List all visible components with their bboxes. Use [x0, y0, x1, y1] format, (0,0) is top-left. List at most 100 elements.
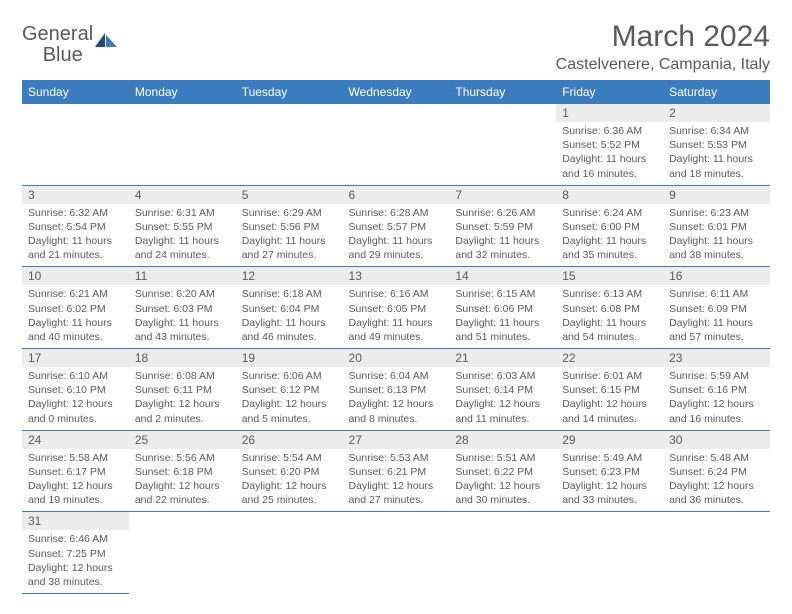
day-number: 1	[556, 104, 663, 122]
day-content: Sunrise: 6:04 AMSunset: 6:13 PMDaylight:…	[343, 367, 450, 430]
month-title: March 2024	[556, 20, 770, 54]
day-content: Sunrise: 6:01 AMSunset: 6:15 PMDaylight:…	[556, 367, 663, 430]
calendar-cell	[663, 512, 770, 594]
day-content: Sunrise: 6:46 AMSunset: 7:25 PMDaylight:…	[22, 530, 129, 593]
calendar-cell: 26Sunrise: 5:54 AMSunset: 6:20 PMDayligh…	[236, 430, 343, 512]
calendar-cell: 24Sunrise: 5:58 AMSunset: 6:17 PMDayligh…	[22, 430, 129, 512]
calendar-cell: 6Sunrise: 6:28 AMSunset: 5:57 PMDaylight…	[343, 185, 450, 267]
day-number: 9	[663, 186, 770, 204]
weekday-header: Thursday	[449, 80, 556, 104]
calendar-cell	[129, 104, 236, 185]
calendar-row: 1Sunrise: 6:36 AMSunset: 5:52 PMDaylight…	[22, 104, 770, 185]
day-content: Sunrise: 6:10 AMSunset: 6:10 PMDaylight:…	[22, 367, 129, 430]
day-content: Sunrise: 6:03 AMSunset: 6:14 PMDaylight:…	[449, 367, 556, 430]
calendar-cell: 21Sunrise: 6:03 AMSunset: 6:14 PMDayligh…	[449, 349, 556, 431]
day-number: 31	[22, 512, 129, 530]
calendar-cell: 14Sunrise: 6:15 AMSunset: 6:06 PMDayligh…	[449, 267, 556, 349]
day-content: Sunrise: 6:08 AMSunset: 6:11 PMDaylight:…	[129, 367, 236, 430]
calendar-cell: 10Sunrise: 6:21 AMSunset: 6:02 PMDayligh…	[22, 267, 129, 349]
calendar-cell: 27Sunrise: 5:53 AMSunset: 6:21 PMDayligh…	[343, 430, 450, 512]
calendar-cell	[236, 512, 343, 594]
day-content: Sunrise: 6:29 AMSunset: 5:56 PMDaylight:…	[236, 204, 343, 267]
day-number: 25	[129, 431, 236, 449]
calendar-cell: 9Sunrise: 6:23 AMSunset: 6:01 PMDaylight…	[663, 185, 770, 267]
calendar-cell	[556, 512, 663, 594]
header: General XXBlue March 2024 Castelvenere, …	[22, 20, 770, 74]
weekday-header: Wednesday	[343, 80, 450, 104]
weekday-header: Sunday	[22, 80, 129, 104]
day-number: 23	[663, 349, 770, 367]
weekday-header: Monday	[129, 80, 236, 104]
day-number: 13	[343, 267, 450, 285]
calendar-cell: 30Sunrise: 5:48 AMSunset: 6:24 PMDayligh…	[663, 430, 770, 512]
day-number: 28	[449, 431, 556, 449]
day-content: Sunrise: 6:15 AMSunset: 6:06 PMDaylight:…	[449, 285, 556, 348]
calendar-cell: 7Sunrise: 6:26 AMSunset: 5:59 PMDaylight…	[449, 185, 556, 267]
day-content: Sunrise: 6:34 AMSunset: 5:53 PMDaylight:…	[663, 122, 770, 185]
day-content: Sunrise: 5:59 AMSunset: 6:16 PMDaylight:…	[663, 367, 770, 430]
brand-name-1: General	[22, 23, 93, 45]
calendar-cell: 8Sunrise: 6:24 AMSunset: 6:00 PMDaylight…	[556, 185, 663, 267]
calendar-cell: 3Sunrise: 6:32 AMSunset: 5:54 PMDaylight…	[22, 185, 129, 267]
day-content: Sunrise: 6:11 AMSunset: 6:09 PMDaylight:…	[663, 285, 770, 348]
weekday-header: Saturday	[663, 80, 770, 104]
day-content: Sunrise: 6:06 AMSunset: 6:12 PMDaylight:…	[236, 367, 343, 430]
day-content: Sunrise: 5:48 AMSunset: 6:24 PMDaylight:…	[663, 449, 770, 512]
calendar-cell: 20Sunrise: 6:04 AMSunset: 6:13 PMDayligh…	[343, 349, 450, 431]
day-content: Sunrise: 6:28 AMSunset: 5:57 PMDaylight:…	[343, 204, 450, 267]
calendar-table: Sunday Monday Tuesday Wednesday Thursday…	[22, 80, 770, 594]
day-number: 19	[236, 349, 343, 367]
weekday-header: Tuesday	[236, 80, 343, 104]
day-number: 14	[449, 267, 556, 285]
day-content: Sunrise: 6:32 AMSunset: 5:54 PMDaylight:…	[22, 204, 129, 267]
day-number: 21	[449, 349, 556, 367]
day-number: 29	[556, 431, 663, 449]
calendar-cell: 5Sunrise: 6:29 AMSunset: 5:56 PMDaylight…	[236, 185, 343, 267]
calendar-cell: 15Sunrise: 6:13 AMSunset: 6:08 PMDayligh…	[556, 267, 663, 349]
calendar-cell: 19Sunrise: 6:06 AMSunset: 6:12 PMDayligh…	[236, 349, 343, 431]
day-number: 10	[22, 267, 129, 285]
day-number: 22	[556, 349, 663, 367]
title-block: March 2024 Castelvenere, Campania, Italy	[556, 20, 770, 74]
day-content: Sunrise: 6:18 AMSunset: 6:04 PMDaylight:…	[236, 285, 343, 348]
day-content: Sunrise: 6:24 AMSunset: 6:00 PMDaylight:…	[556, 204, 663, 267]
day-content: Sunrise: 6:36 AMSunset: 5:52 PMDaylight:…	[556, 122, 663, 185]
day-number: 8	[556, 186, 663, 204]
calendar-cell: 29Sunrise: 5:49 AMSunset: 6:23 PMDayligh…	[556, 430, 663, 512]
day-content: Sunrise: 6:26 AMSunset: 5:59 PMDaylight:…	[449, 204, 556, 267]
calendar-cell	[449, 512, 556, 594]
day-content: Sunrise: 6:23 AMSunset: 6:01 PMDaylight:…	[663, 204, 770, 267]
day-number: 4	[129, 186, 236, 204]
calendar-cell: 13Sunrise: 6:16 AMSunset: 6:05 PMDayligh…	[343, 267, 450, 349]
day-content: Sunrise: 5:51 AMSunset: 6:22 PMDaylight:…	[449, 449, 556, 512]
day-number: 12	[236, 267, 343, 285]
day-number: 3	[22, 186, 129, 204]
calendar-cell: 28Sunrise: 5:51 AMSunset: 6:22 PMDayligh…	[449, 430, 556, 512]
day-content: Sunrise: 6:16 AMSunset: 6:05 PMDaylight:…	[343, 285, 450, 348]
calendar-cell: 16Sunrise: 6:11 AMSunset: 6:09 PMDayligh…	[663, 267, 770, 349]
day-number: 2	[663, 104, 770, 122]
location: Castelvenere, Campania, Italy	[556, 56, 770, 74]
calendar-cell: 31Sunrise: 6:46 AMSunset: 7:25 PMDayligh…	[22, 512, 129, 594]
day-number: 17	[22, 349, 129, 367]
day-content: Sunrise: 6:21 AMSunset: 6:02 PMDaylight:…	[22, 285, 129, 348]
day-number: 30	[663, 431, 770, 449]
day-number: 6	[343, 186, 450, 204]
calendar-cell: 25Sunrise: 5:56 AMSunset: 6:18 PMDayligh…	[129, 430, 236, 512]
calendar-row: 10Sunrise: 6:21 AMSunset: 6:02 PMDayligh…	[22, 267, 770, 349]
day-number: 7	[449, 186, 556, 204]
day-content: Sunrise: 6:20 AMSunset: 6:03 PMDaylight:…	[129, 285, 236, 348]
day-content: Sunrise: 5:53 AMSunset: 6:21 PMDaylight:…	[343, 449, 450, 512]
brand-name-2: Blue	[43, 44, 83, 66]
calendar-cell	[22, 104, 129, 185]
calendar-row: 24Sunrise: 5:58 AMSunset: 6:17 PMDayligh…	[22, 430, 770, 512]
day-content: Sunrise: 5:49 AMSunset: 6:23 PMDaylight:…	[556, 449, 663, 512]
day-content: Sunrise: 5:54 AMSunset: 6:20 PMDaylight:…	[236, 449, 343, 512]
weekday-header: Friday	[556, 80, 663, 104]
brand-logo: General XXBlue	[22, 24, 119, 66]
calendar-cell: 22Sunrise: 6:01 AMSunset: 6:15 PMDayligh…	[556, 349, 663, 431]
day-content: Sunrise: 5:58 AMSunset: 6:17 PMDaylight:…	[22, 449, 129, 512]
calendar-cell: 23Sunrise: 5:59 AMSunset: 6:16 PMDayligh…	[663, 349, 770, 431]
calendar-cell: 2Sunrise: 6:34 AMSunset: 5:53 PMDaylight…	[663, 104, 770, 185]
day-number: 16	[663, 267, 770, 285]
